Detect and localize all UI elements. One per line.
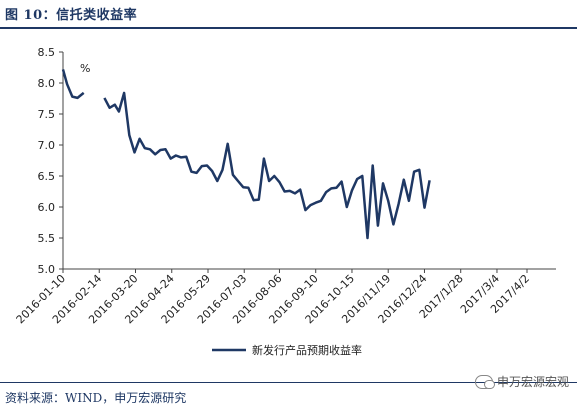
y-tick-labels: 5.0 5.5 6.0 6.5 7.0 7.5 8.0 8.5 (38, 46, 56, 276)
chart-axes (59, 51, 556, 273)
source-note: 资料来源：WIND，申万宏源研究 (5, 391, 187, 405)
wechat-icon (474, 374, 495, 389)
y-tick-label: 7.0 (38, 139, 56, 152)
series-lines (61, 69, 431, 240)
y-tick-label: 7.5 (38, 108, 56, 121)
y-tick-label: 6.5 (38, 170, 56, 183)
y-tick-label: 5.5 (38, 232, 56, 245)
y-tick-label: 5.0 (38, 263, 56, 276)
legend: 新发行产品预期收益率 (212, 343, 362, 357)
watermark-text: 申万宏源宏观 (496, 375, 569, 389)
unit-label: % (80, 62, 90, 75)
y-tick-label: 8.0 (38, 77, 56, 90)
line-chart: 5.0 5.5 6.0 6.5 7.0 7.5 8.0 8.5 2016-01-102016-… (14, 46, 556, 357)
watermark: 申万宏源宏观 (474, 373, 569, 390)
x-tick-labels: 2016-01-102016-02-142016-03-202016-04-24… (14, 272, 532, 326)
y-tick-label: 8.5 (38, 46, 56, 59)
y-tick-label: 6.0 (38, 201, 56, 214)
series-line (103, 91, 431, 240)
header-rule (0, 27, 577, 29)
figure-header: 图 10：信托类收益率 (0, 0, 577, 26)
figure-title: 图 10：信托类收益率 (5, 8, 138, 23)
legend-label: 新发行产品预期收益率 (252, 343, 362, 357)
series-line (61, 69, 85, 100)
footer-rule (0, 382, 577, 383)
